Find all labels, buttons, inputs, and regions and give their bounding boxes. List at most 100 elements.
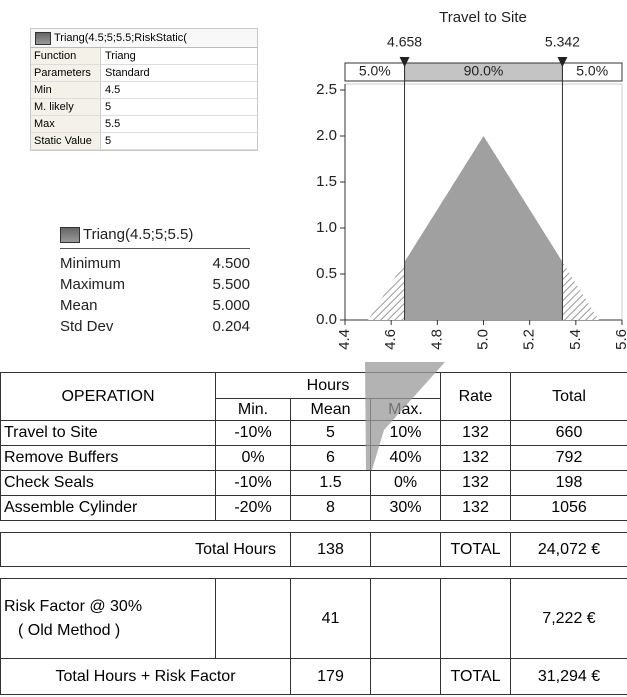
- cell: 179: [290, 658, 371, 695]
- property-row: M. likely 5: [31, 99, 257, 116]
- property-cell: 5: [101, 99, 257, 115]
- cell: 41: [290, 578, 371, 659]
- subheader-cell: Min.: [215, 398, 291, 421]
- table-row: Travel to Site -10% 5 10% 132 660: [0, 420, 627, 446]
- property-cell: Triang: [101, 48, 257, 64]
- total-label: Total Hours: [0, 532, 291, 567]
- header-cell: Total: [510, 372, 627, 421]
- y-tick-label: 1.5: [316, 173, 337, 190]
- stat-cell: 5.000: [212, 297, 250, 314]
- cell: Remove Buffers: [0, 445, 216, 471]
- header-cell: OPERATION: [0, 372, 216, 421]
- x-tick-label: 5.4: [567, 329, 584, 350]
- risk-label: Risk Factor @ 30%: [4, 597, 143, 615]
- x-tick-label: 5.0: [474, 329, 491, 350]
- cell: 792: [510, 445, 627, 471]
- header-cell: Hours: [215, 372, 441, 399]
- area-center: [404, 136, 563, 320]
- x-tick-label: 5.6: [613, 329, 627, 350]
- property-row: Function Triang: [31, 48, 257, 65]
- stat-row: Maximum 5.500: [60, 274, 250, 295]
- cell: 132: [440, 470, 511, 496]
- cost-table: OPERATION Hours Rate Total Min. Mean Max. Tra…: [0, 372, 627, 695]
- chart: Travel to Site 0.0 0.5 1.0 1.5 2.0 2.5 4.4 4.6 4…: [316, 9, 627, 350]
- cell: 31,294 €: [510, 658, 627, 695]
- property-cell: M. likely: [31, 99, 101, 115]
- stat-cell: Maximum: [60, 276, 126, 293]
- cell: 24,072 €: [510, 532, 627, 567]
- cell: 198: [510, 470, 627, 496]
- property-row: Max 5.5: [31, 116, 257, 133]
- cell: 5: [290, 420, 371, 446]
- property-cell: 4.5: [101, 82, 257, 98]
- cell: 660: [510, 420, 627, 446]
- property-row: Min 4.5: [31, 82, 257, 99]
- risk-label: ( Old Method ): [18, 621, 121, 639]
- table-row: Remove Buffers 0% 6 40% 132 792: [0, 445, 627, 471]
- panel-title-text: Triang(4.5;5;5.5;RiskStatic(: [54, 32, 187, 44]
- property-row: Static Value 5: [31, 133, 257, 150]
- header-cell: Rate: [440, 372, 511, 421]
- x-tick-label: 5.2: [521, 329, 538, 350]
- stat-row: Minimum 4.500: [60, 253, 250, 274]
- band-label: 5.0%: [576, 63, 608, 79]
- cell: -20%: [215, 495, 291, 521]
- band-label: 90.0%: [464, 63, 504, 79]
- cell: 132: [440, 445, 511, 471]
- y-tick-label: 0.0: [316, 311, 337, 328]
- cell: 1056: [510, 495, 627, 521]
- grand-label: Total Hours + Risk Factor: [0, 658, 291, 695]
- stat-row: Std Dev 0.204: [60, 316, 250, 337]
- stats-title: Triang(4.5;5;5.5): [60, 222, 250, 249]
- x-tick-label: 4.8: [428, 329, 445, 350]
- stat-cell: Minimum: [60, 255, 121, 272]
- property-cell: Static Value: [31, 133, 101, 149]
- stats-panel: Triang(4.5;5;5.5) Minimum 4.500 Maximum 5.5…: [60, 222, 250, 337]
- cell: 132: [440, 420, 511, 446]
- property-cell: Min: [31, 82, 101, 98]
- x-tick-label: 4.6: [382, 329, 399, 350]
- property-cell: Parameters: [31, 65, 101, 81]
- cell: TOTAL: [440, 658, 511, 695]
- stat-cell: 0.204: [212, 318, 250, 335]
- cell: -10%: [215, 420, 291, 446]
- cell: 0%: [215, 445, 291, 471]
- property-panel: Triang(4.5;5;5.5;RiskStatic( Function Tri…: [30, 28, 258, 151]
- cell: Check Seals: [0, 470, 216, 496]
- cell: 0%: [370, 470, 441, 496]
- marker-label: 4.658: [387, 34, 422, 50]
- y-tick-label: 0.5: [316, 265, 337, 282]
- cell: 40%: [370, 445, 441, 471]
- property-cell: 5: [101, 133, 257, 149]
- subheader-cell: Mean: [290, 398, 371, 421]
- stat-row: Mean 5.000: [60, 295, 250, 316]
- cell: 7,222 €: [510, 578, 627, 659]
- cell: 138: [290, 532, 371, 567]
- stat-cell: 5.500: [212, 276, 250, 293]
- cell: 30%: [370, 495, 441, 521]
- property-cell: Max: [31, 116, 101, 132]
- band-label: 5.0%: [359, 63, 391, 79]
- cell: 6: [290, 445, 371, 471]
- cell: -10%: [215, 470, 291, 496]
- cell: Travel to Site: [0, 420, 216, 446]
- y-tick-label: 2.0: [316, 127, 337, 144]
- y-tick-label: 2.5: [316, 81, 337, 98]
- cell: 1.5: [290, 470, 371, 496]
- cell: 132: [440, 495, 511, 521]
- cell: 8: [290, 495, 371, 521]
- cell: 10%: [370, 420, 441, 446]
- stat-cell: 4.500: [212, 255, 250, 272]
- chart-title: Travel to Site: [439, 9, 527, 26]
- property-cell: Standard: [101, 65, 257, 81]
- subheader-cell: Max.: [370, 398, 441, 421]
- panel-title: Triang(4.5;5;5.5;RiskStatic(: [31, 29, 257, 48]
- property-cell: 5.5: [101, 116, 257, 132]
- marker-head: [399, 57, 410, 67]
- cell: Assemble Cylinder: [0, 495, 216, 521]
- table-row: Assemble Cylinder -20% 8 30% 132 1056: [0, 495, 627, 521]
- cell: TOTAL: [440, 532, 511, 567]
- stat-cell: Mean: [60, 297, 98, 314]
- stat-cell: Std Dev: [60, 318, 114, 335]
